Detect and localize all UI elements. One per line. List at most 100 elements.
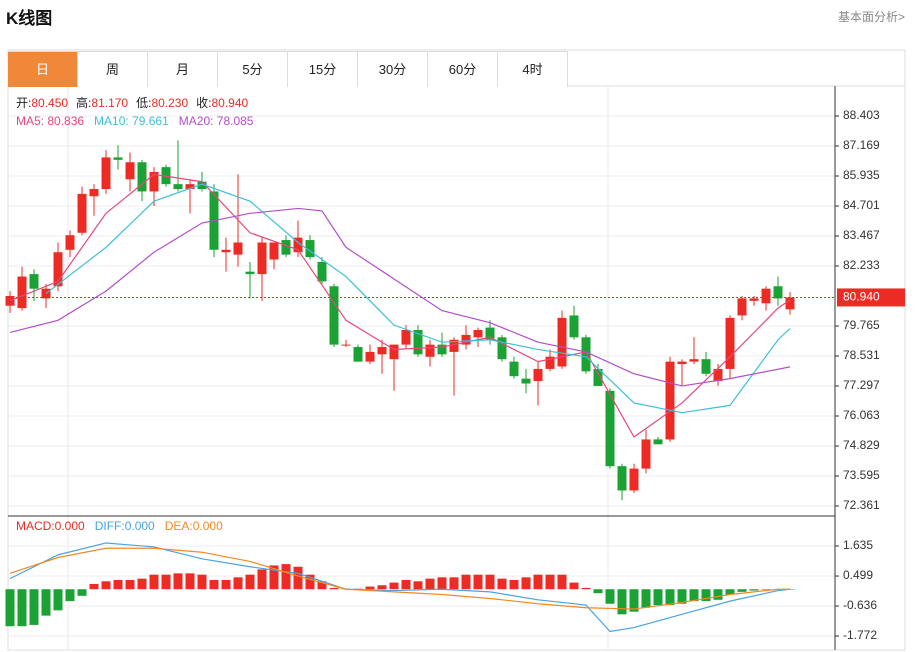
candle-body bbox=[53, 252, 63, 287]
period-tab[interactable]: 5分 bbox=[218, 52, 288, 87]
macd-bar bbox=[629, 589, 639, 612]
period-tab[interactable]: 60分 bbox=[428, 52, 498, 87]
macd-bar bbox=[329, 587, 339, 590]
y-tick-label: 73.595 bbox=[843, 468, 880, 482]
macd-bar bbox=[761, 589, 771, 590]
macd-bar bbox=[221, 579, 231, 590]
macd-bar bbox=[89, 583, 99, 590]
candle-body bbox=[365, 351, 375, 362]
macd-bar bbox=[305, 574, 315, 590]
macd-bar bbox=[725, 589, 735, 595]
candle-body bbox=[737, 298, 747, 316]
candle-body bbox=[245, 271, 255, 275]
macd-bar bbox=[77, 589, 87, 596]
macd-bar bbox=[101, 581, 111, 590]
candle-body bbox=[233, 242, 243, 255]
candle-body bbox=[221, 249, 231, 253]
y-tick-label: -1.772 bbox=[843, 628, 877, 642]
candle-body bbox=[401, 330, 411, 345]
macd-bar bbox=[581, 587, 591, 590]
macd-bar bbox=[605, 589, 615, 604]
macd-bar bbox=[293, 566, 303, 590]
candle-body bbox=[149, 171, 159, 192]
macd-bar bbox=[233, 577, 243, 590]
macd-bar bbox=[41, 589, 51, 616]
candle-body bbox=[485, 327, 495, 340]
macd-bar bbox=[185, 573, 195, 590]
candle-body bbox=[305, 240, 315, 258]
candle-body bbox=[773, 286, 783, 299]
macd-bar bbox=[545, 574, 555, 590]
candle-body bbox=[749, 298, 759, 301]
info-label: 收: bbox=[196, 96, 211, 110]
y-tick-label: 85.935 bbox=[843, 168, 880, 182]
macd-bar bbox=[569, 582, 579, 590]
candle-body bbox=[425, 344, 435, 357]
candle-body bbox=[605, 390, 615, 467]
macd-bar bbox=[269, 565, 279, 590]
macd-bar bbox=[665, 589, 675, 606]
candle-body bbox=[449, 339, 459, 352]
y-tick-label: 83.467 bbox=[843, 228, 880, 242]
period-tab[interactable]: 15分 bbox=[288, 52, 358, 87]
candle-body bbox=[257, 242, 267, 275]
macd-bar bbox=[677, 589, 687, 604]
legend-entry: DIFF:0.000 bbox=[95, 519, 155, 533]
period-tab[interactable]: 4时 bbox=[498, 52, 568, 87]
y-tick-label: 77.297 bbox=[843, 378, 880, 392]
legend-entry: MA10: 79.661 bbox=[94, 114, 169, 128]
candle-body bbox=[353, 347, 363, 362]
fundamental-link[interactable]: 基本面分析> bbox=[837, 10, 905, 24]
macd-bar bbox=[257, 569, 267, 590]
period-tab[interactable]: 月 bbox=[148, 52, 218, 87]
macd-bar bbox=[473, 574, 483, 590]
candle-body bbox=[689, 359, 699, 362]
candle-body bbox=[593, 368, 603, 386]
candle-body bbox=[293, 237, 303, 253]
candle-body bbox=[17, 276, 27, 309]
macd-bar bbox=[737, 589, 747, 592]
macd-bar bbox=[317, 581, 327, 590]
macd-bar bbox=[617, 589, 627, 615]
period-tab[interactable]: 30分 bbox=[358, 52, 428, 87]
macd-bar bbox=[641, 589, 651, 608]
macd-bar bbox=[713, 589, 723, 600]
macd-bar bbox=[425, 578, 435, 590]
y-tick-label: 0.499 bbox=[843, 568, 873, 582]
candle-body bbox=[173, 184, 183, 190]
macd-bar bbox=[533, 574, 543, 590]
macd-bar bbox=[653, 589, 663, 606]
macd-bar bbox=[413, 581, 423, 590]
macd-bar bbox=[125, 579, 135, 590]
candle-body bbox=[497, 337, 507, 360]
y-tick-label: 72.361 bbox=[843, 498, 880, 512]
macd-bar bbox=[17, 589, 27, 627]
period-tab[interactable]: 日 bbox=[8, 52, 78, 87]
period-tab[interactable]: 周 bbox=[78, 52, 148, 87]
candle-body bbox=[341, 344, 351, 346]
last-price-box bbox=[837, 288, 905, 307]
chart-frame bbox=[7, 49, 906, 651]
macd-bar bbox=[365, 586, 375, 590]
y-tick-label: 76.063 bbox=[843, 408, 880, 422]
info-label: 低: bbox=[136, 96, 151, 110]
candle-body bbox=[557, 317, 567, 367]
candle-body bbox=[377, 347, 387, 355]
candle-body bbox=[77, 193, 87, 233]
macd-bar bbox=[689, 589, 699, 602]
candle-body bbox=[89, 189, 99, 197]
macd-bar bbox=[65, 589, 75, 602]
info-label: 开: bbox=[16, 96, 31, 110]
y-tick-label: 82.233 bbox=[843, 258, 880, 272]
indicator-line bbox=[45, 183, 791, 414]
macd-bar bbox=[53, 589, 63, 611]
candle-body bbox=[125, 162, 135, 180]
macd-bar bbox=[161, 574, 171, 590]
indicator-line bbox=[9, 547, 790, 610]
legend-entry: MACD:0.000 bbox=[16, 519, 85, 533]
candle-body bbox=[65, 235, 75, 250]
macd-bar bbox=[557, 574, 567, 590]
indicator-line bbox=[9, 173, 791, 438]
